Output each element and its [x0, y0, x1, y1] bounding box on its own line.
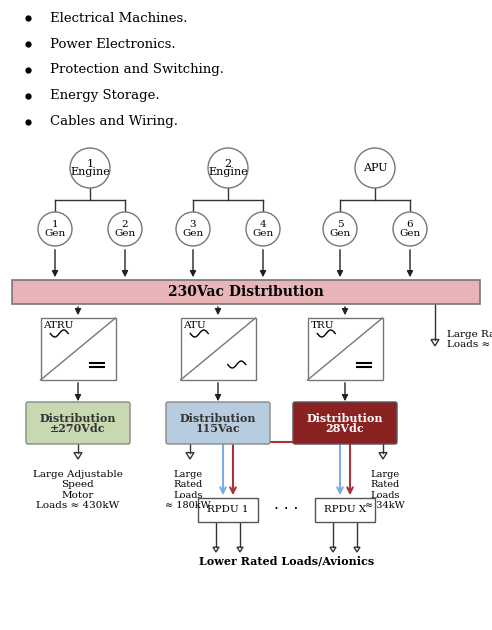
- Bar: [181, 318, 255, 380]
- Text: 4: 4: [260, 220, 266, 229]
- Bar: [12, 280, 480, 304]
- Text: Engine: Engine: [208, 168, 248, 178]
- Text: 28Vdc: 28Vdc: [326, 423, 365, 433]
- Text: Distribution: Distribution: [180, 413, 256, 423]
- Bar: [198, 498, 258, 522]
- Text: ATRU: ATRU: [43, 321, 74, 330]
- Text: Distribution: Distribution: [40, 413, 116, 423]
- Circle shape: [70, 148, 110, 188]
- Text: Engine: Engine: [70, 168, 110, 178]
- Text: Large Rated
Loads ≈ 270kW: Large Rated Loads ≈ 270kW: [447, 330, 492, 350]
- Text: 2: 2: [122, 220, 128, 229]
- Text: Gen: Gen: [183, 229, 204, 238]
- Text: 1: 1: [52, 220, 59, 229]
- Text: APU: APU: [363, 163, 387, 173]
- Text: 2: 2: [224, 159, 232, 169]
- Text: Power Electronics.: Power Electronics.: [50, 38, 176, 50]
- Bar: [308, 318, 382, 380]
- Text: Gen: Gen: [44, 229, 65, 238]
- Text: Distribution: Distribution: [307, 413, 383, 423]
- Text: ±270Vdc: ±270Vdc: [50, 423, 106, 433]
- Circle shape: [355, 148, 395, 188]
- Circle shape: [38, 212, 72, 246]
- Text: · · ·: · · ·: [275, 503, 299, 517]
- Text: Gen: Gen: [252, 229, 274, 238]
- Text: 5: 5: [337, 220, 343, 229]
- Text: Gen: Gen: [400, 229, 421, 238]
- Bar: [40, 318, 116, 380]
- Text: Large
Rated
Loads
≈ 34kW: Large Rated Loads ≈ 34kW: [365, 470, 405, 510]
- Circle shape: [208, 148, 248, 188]
- Text: Energy Storage.: Energy Storage.: [50, 89, 159, 103]
- Text: Large Adjustable
Speed
Motor
Loads ≈ 430kW: Large Adjustable Speed Motor Loads ≈ 430…: [33, 470, 123, 510]
- Text: 3: 3: [190, 220, 196, 229]
- Circle shape: [323, 212, 357, 246]
- Text: TRU: TRU: [310, 321, 334, 330]
- Circle shape: [246, 212, 280, 246]
- Circle shape: [176, 212, 210, 246]
- Text: 230Vac Distribution: 230Vac Distribution: [168, 285, 324, 299]
- Text: Gen: Gen: [114, 229, 136, 238]
- Text: Protection and Switching.: Protection and Switching.: [50, 64, 224, 76]
- Text: Electrical Machines.: Electrical Machines.: [50, 11, 187, 25]
- Text: Lower Rated Loads/Avionics: Lower Rated Loads/Avionics: [199, 556, 374, 567]
- FancyBboxPatch shape: [166, 402, 270, 444]
- Text: ATU: ATU: [184, 321, 206, 330]
- Text: Gen: Gen: [329, 229, 351, 238]
- Circle shape: [108, 212, 142, 246]
- Text: Large
Rated
Loads
≈ 180kW: Large Rated Loads ≈ 180kW: [165, 470, 211, 510]
- FancyBboxPatch shape: [293, 402, 397, 444]
- FancyBboxPatch shape: [26, 402, 130, 444]
- Text: Cables and Wiring.: Cables and Wiring.: [50, 115, 178, 129]
- Text: 115Vac: 115Vac: [196, 423, 241, 433]
- Circle shape: [393, 212, 427, 246]
- Text: 6: 6: [407, 220, 413, 229]
- Text: RPDU X: RPDU X: [324, 505, 366, 515]
- Text: RPDU 1: RPDU 1: [207, 505, 249, 515]
- Text: 1: 1: [87, 159, 93, 169]
- Bar: [315, 498, 375, 522]
